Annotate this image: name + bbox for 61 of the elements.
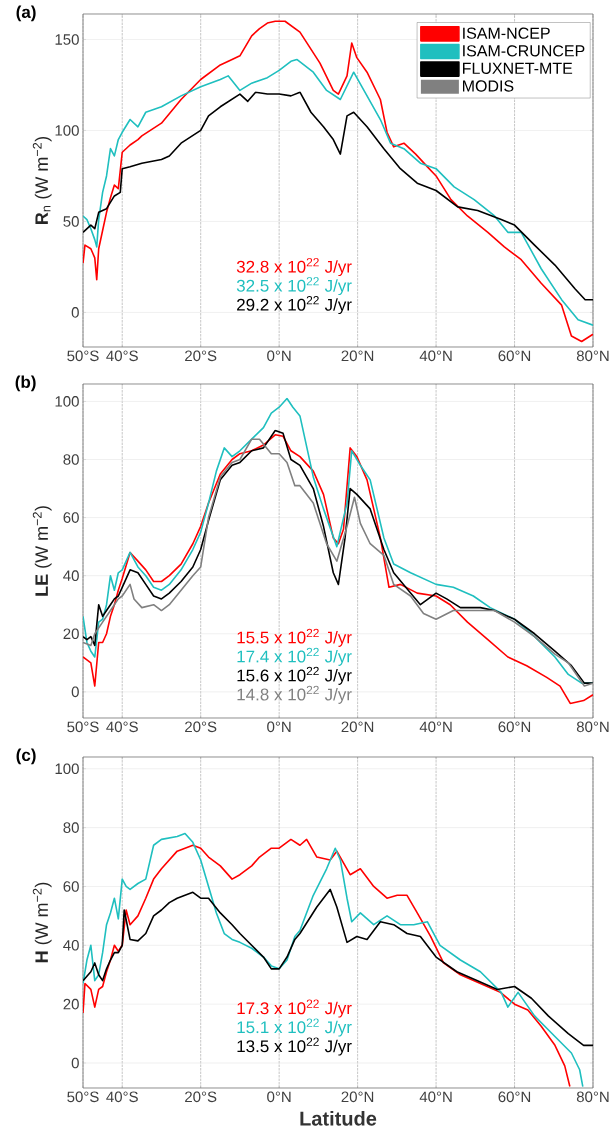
x-tick-label: 50°S (67, 1091, 99, 1103)
y-tick-label: 100 (55, 125, 79, 136)
annotation: 17.4 x 10$^{22}$ J/yr (237, 647, 352, 666)
x-tick-label: 40°S (106, 350, 138, 362)
y-tick-label: 0 (71, 307, 79, 318)
x-tick-label: 0°N (267, 1091, 291, 1103)
x-tick-label: 40°S (106, 1091, 138, 1103)
annotation: 29.2 x 10$^{22}$ J/yr (237, 296, 352, 315)
x-tick-label: 20°N (341, 350, 374, 362)
x-tick-label: 0°N (267, 721, 291, 733)
y-tick-label: 50 (63, 216, 79, 227)
y-tick-label: 60 (63, 881, 79, 892)
x-tick-label: 80°N (576, 1091, 609, 1103)
x-tick-label: 80°N (576, 721, 609, 733)
x-tick-label: 40°N (419, 721, 452, 733)
y-axis-title: H (W m$^{−2}$) (32, 882, 52, 963)
annotation: 14.8 x 10$^{22}$ J/yr (237, 685, 352, 704)
y-tick-label: 100 (55, 763, 79, 775)
annotation: 15.5 x 10$^{22}$ J/yr (237, 628, 352, 647)
x-tick-label: 80°N (576, 350, 609, 362)
y-tick-label: 40 (63, 570, 79, 581)
annotation: 15.1 x 10$^{22}$ J/yr (237, 1018, 352, 1037)
y-tick-label: 100 (55, 396, 79, 407)
y-tick-label: 20 (63, 628, 79, 640)
y-tick-label: 0 (71, 1057, 79, 1069)
x-tick-label: 20°S (185, 1091, 217, 1103)
y-axis-title: LE (W m$^{−2}$) (32, 506, 52, 596)
legend-label: ISAM-NCEP (463, 27, 550, 39)
legend-label: MODIS (462, 80, 514, 92)
legend-label: FLUXNET-MTE (462, 62, 573, 75)
annotation: 32.8 x 10$^{22}$ J/yr (236, 258, 352, 277)
y-tick-label: 80 (63, 822, 79, 833)
y-tick-label: 40 (63, 939, 79, 951)
y-tick-label: 20 (63, 998, 79, 1010)
chart-title: (c) (16, 748, 36, 765)
x-tick-label: 60°N (498, 1091, 531, 1103)
x-tick-label: 60°N (498, 350, 531, 362)
x-axis-title: Latitude (300, 1111, 377, 1126)
y-axis-title: R$_{n}$ (W m$^{−2}$) (32, 136, 52, 224)
x-tick-label: 40°S (106, 721, 138, 733)
x-tick-label: 60°N (498, 721, 531, 733)
y-tick-label: 80 (63, 454, 79, 465)
x-tick-label: 50°S (67, 721, 99, 733)
x-tick-label: 40°N (419, 350, 452, 362)
x-tick-label: 20°S (185, 721, 217, 733)
y-tick-label: 150 (55, 34, 79, 45)
chart-title: (b) (15, 375, 36, 392)
annotation: 17.3 x 10$^{22}$ J/yr (237, 999, 352, 1018)
annotation: 32.5 x 10$^{22}$ J/yr (236, 277, 352, 296)
x-tick-label: 40°N (419, 1091, 452, 1103)
annotation: 15.6 x 10$^{22}$ J/yr (237, 666, 352, 685)
legend-label: ISAM-CRUNCEP (463, 45, 585, 57)
x-tick-label: 20°N (341, 1091, 374, 1103)
x-tick-label: 50°S (67, 350, 99, 362)
y-tick-label: 60 (63, 512, 79, 523)
y-tick-label: 0 (71, 686, 79, 698)
annotation: 13.5 x 10$^{22}$ J/yr (237, 1037, 352, 1056)
x-tick-label: 0°N (267, 350, 291, 362)
x-tick-label: 20°N (341, 721, 374, 733)
x-tick-label: 20°S (185, 350, 217, 362)
chart-title: (a) (16, 5, 36, 22)
